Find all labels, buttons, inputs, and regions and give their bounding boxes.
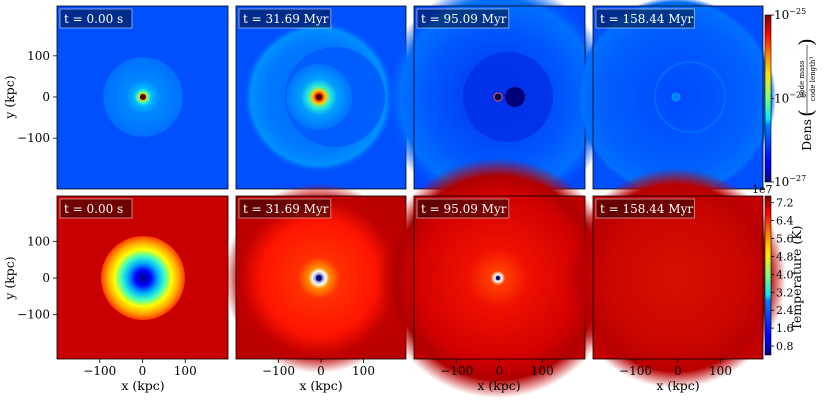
time-label-box-1-4 — [595, 8, 695, 29]
time-label-2-1: t = 0.00 s — [64, 202, 123, 216]
temperature-panel-2 — [224, 183, 414, 373]
x-tick-label-4-3: 100 — [709, 364, 732, 378]
time-label-box-1-1 — [59, 8, 133, 29]
x-axis-label-4: x (kpc) — [656, 378, 699, 393]
temperature-cbar-tick-label-1: 7.2 — [776, 197, 794, 210]
time-label-1-4: t = 158.44 Myr — [600, 12, 693, 26]
x-axis-label-1: x (kpc) — [121, 378, 164, 393]
density-colorbar-unit-denominator: code length³ — [809, 57, 817, 102]
time-label-box-1-3 — [416, 8, 510, 29]
x-tick-label-1-1: −100 — [83, 364, 116, 378]
time-label-box-1-2 — [238, 8, 332, 29]
density-colorbar-title: Dens — [799, 119, 814, 151]
x-tick-label-3-3: 100 — [531, 364, 554, 378]
temperature-colorbar-title: Temperature (K) — [789, 226, 804, 331]
density-panel-4 — [576, 0, 776, 197]
density-colorbar-unit-numerator: code mass — [798, 60, 806, 97]
temperature-cbar-tick-label-9: 0.8 — [776, 340, 794, 353]
time-label-box-2-2 — [238, 198, 332, 219]
time-label-1-1: t = 0.00 s — [64, 12, 123, 26]
temperature-panel-4 — [566, 168, 786, 388]
density-colorbar — [764, 14, 772, 183]
time-label-1-3: t = 95.09 Myr — [421, 12, 507, 26]
x-tick-label-2-3: 100 — [352, 364, 375, 378]
x-tick-label-1-2: 0 — [139, 364, 147, 378]
x-axis-label-3: x (kpc) — [477, 378, 520, 393]
x-tick-label-1-3: 100 — [174, 364, 197, 378]
density-colorbar-paren-left: ( — [794, 109, 818, 117]
temperature-cbar-tick-label-6: 3.2 — [776, 286, 794, 299]
x-tick-label-4-1: −100 — [619, 364, 652, 378]
temperature-cbar-tick-label-3: 5.6 — [776, 233, 794, 246]
y-tick-label-2-3: −100 — [17, 308, 50, 322]
time-label-box-2-1 — [59, 198, 133, 219]
time-label-2-4: t = 158.44 Myr — [600, 202, 693, 216]
time-label-2-3: t = 95.09 Myr — [421, 202, 507, 216]
density-panel-1 — [56, 5, 229, 190]
temperature-colorbar — [764, 195, 772, 356]
y-tick-label-2-1: 100 — [27, 234, 50, 248]
y-tick-label-1-1: 100 — [27, 49, 50, 63]
density-colorbar-label: Dens code mass code length³ ( ) — [794, 38, 818, 151]
y-axis-label-top: y (kpc) — [2, 75, 17, 119]
density-cbar-tick-label-3: 10−27 — [774, 174, 806, 189]
temperature-panel-1 — [56, 195, 229, 360]
x-tick-label-2-2: 0 — [317, 364, 325, 378]
temperature-cbar-tick-label-2: 6.4 — [776, 215, 794, 228]
density-cbar-tick-label-1: 10−25 — [774, 7, 806, 22]
y-tick-label-1-3: −100 — [17, 131, 50, 145]
x-tick-label-3-2: 0 — [496, 364, 504, 378]
x-tick-label-3-1: −100 — [440, 364, 473, 378]
y-tick-label-2-2: 0 — [42, 271, 50, 285]
density-colorbar-paren-right: ) — [794, 38, 818, 46]
y-tick-label-1-2: 0 — [42, 90, 50, 104]
density-cbar-tick-label-2: 10−26 — [774, 91, 806, 106]
temperature-cbar-tick-label-5: 4.0 — [776, 268, 794, 281]
temperature-colorbar-multiplier: 1e7 — [752, 183, 773, 196]
y-axis-label-bottom: y (kpc) — [2, 256, 17, 300]
time-label-box-2-3 — [416, 198, 510, 219]
x-axis-label-2: x (kpc) — [299, 378, 342, 393]
temperature-cbar-tick-label-7: 2.4 — [776, 304, 794, 317]
density-panel-2 — [235, 5, 407, 190]
x-tick-label-4-2: 0 — [674, 364, 682, 378]
time-label-2-2: t = 31.69 Myr — [243, 202, 329, 216]
time-label-box-2-4 — [595, 198, 695, 219]
x-tick-label-2-1: −100 — [262, 364, 295, 378]
time-label-1-2: t = 31.69 Myr — [243, 12, 329, 26]
temperature-cbar-tick-label-8: 1.6 — [776, 322, 794, 335]
temperature-cbar-tick-label-4: 4.8 — [776, 250, 794, 263]
density-panel-3 — [383, 0, 613, 212]
